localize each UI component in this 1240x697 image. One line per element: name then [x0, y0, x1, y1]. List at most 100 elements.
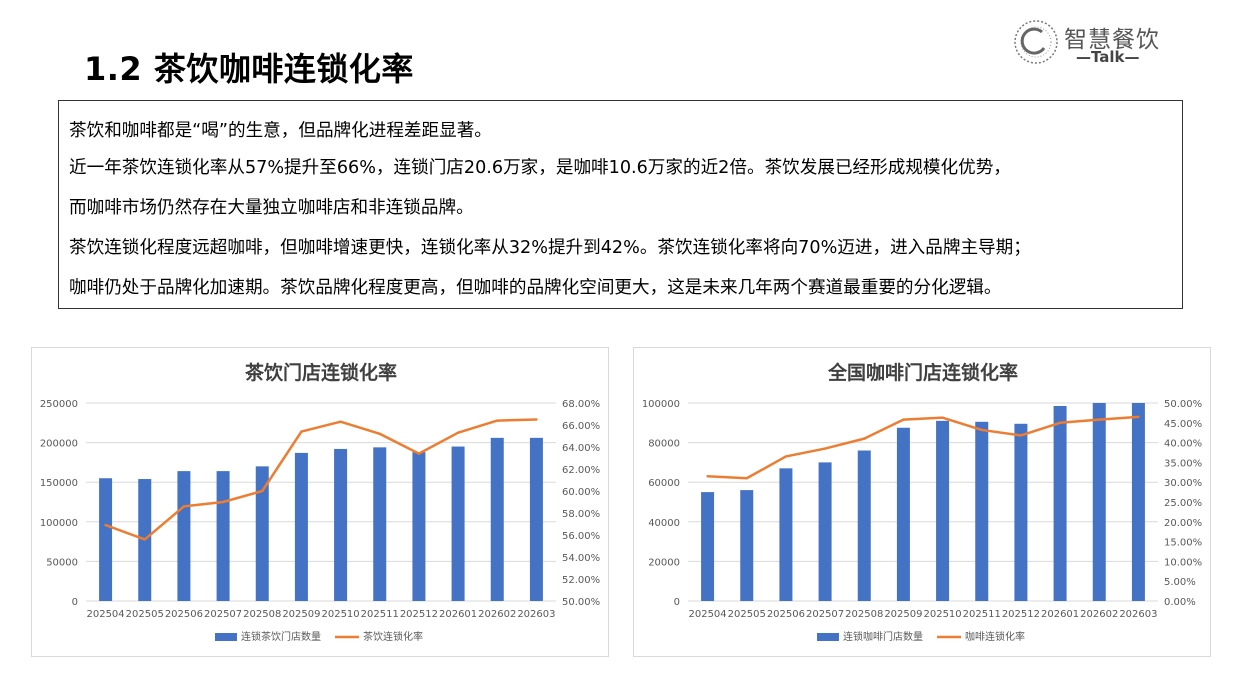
line-point [902, 418, 905, 421]
bar [490, 437, 504, 601]
legend-bar-swatch [817, 633, 839, 641]
bar [1014, 423, 1028, 601]
x-tick-label: 202601 [1041, 609, 1079, 620]
bar [1131, 403, 1145, 601]
line-point [1019, 434, 1023, 437]
y-left-tick-label: 150000 [40, 478, 78, 489]
x-tick-label: 202510 [321, 609, 359, 620]
x-tick-label: 202602 [1080, 609, 1118, 620]
bar [216, 471, 230, 601]
chart-svg: 茶饮门店连锁化率 0 50000 100000 150000 200000 250000 50… [40, 361, 600, 643]
summary-line: 近一年茶饮连锁化率从57%提升至66%，连锁门店20.6万家，是咖啡10.6万家… [69, 158, 1011, 178]
y-left-tick-label: 0 [72, 597, 78, 608]
y-right-tick-label: 50.00% [1164, 399, 1202, 410]
bar [451, 446, 465, 601]
x-tick-label: 202601 [439, 609, 477, 620]
x-tick-label: 202505 [126, 609, 164, 620]
line-point [496, 419, 499, 422]
y-right-tick-label: 25.00% [1164, 498, 1202, 509]
line-point [1137, 415, 1140, 419]
x-tick-label: 202508 [243, 609, 281, 620]
x-tick-label: 202504 [86, 609, 124, 620]
legend-label: 连锁咖啡门店数量 [843, 630, 923, 643]
y-right-tick-label: 68.00% [562, 399, 600, 410]
logo-name: 智慧餐饮 [1064, 27, 1160, 53]
y-left-tick-label: 100000 [40, 518, 78, 529]
bar [334, 448, 348, 601]
x-tick-label: 202512 [1002, 609, 1040, 620]
chart-title: 茶饮门店连锁化率 [245, 361, 397, 384]
line-point [863, 437, 866, 440]
bar [1092, 403, 1106, 601]
line-point [456, 431, 460, 434]
chart-svg: 全国咖啡门店连锁化率 0 20000 40000 60000 80000 100000 0.0… [642, 361, 1202, 643]
y-right-tick-label: 62.00% [562, 465, 600, 476]
bar [1053, 405, 1067, 601]
bar [529, 437, 543, 601]
y-right-tick-label: 35.00% [1164, 458, 1202, 469]
line-point [143, 538, 146, 541]
line-point [221, 500, 225, 504]
x-tick-label: 202509 [282, 609, 320, 620]
line-point [535, 418, 538, 421]
y-right-tick-label: 15.00% [1164, 538, 1202, 549]
y-left-tick-label: 100000 [642, 399, 680, 410]
legend-bar-swatch [215, 633, 237, 641]
line-point [378, 432, 381, 435]
y-right-tick-label: 5.00% [1164, 577, 1196, 588]
y-right-tick-label: 64.00% [562, 443, 600, 454]
brand-logo: 智慧餐饮 —Talk— [1012, 16, 1182, 70]
y-left-tick-label: 40000 [648, 518, 680, 529]
line-point [823, 447, 827, 450]
summary-line: 咖啡仍处于品牌化加速期。茶饮品牌化程度更高，但咖啡的品牌化空间更大，这是未来几年… [69, 278, 1002, 298]
x-tick-label: 202510 [923, 609, 961, 620]
y-left-tick-label: 200000 [40, 439, 78, 450]
bar [740, 490, 754, 601]
y-right-tick-label: 10.00% [1164, 557, 1202, 568]
line-point [339, 420, 342, 423]
line-point [745, 477, 748, 480]
summary-line: 茶饮和咖啡都是“喝”的生意，但品牌化进程差距显著。 [69, 121, 492, 141]
line-point [417, 452, 421, 455]
y-right-tick-label: 45.00% [1164, 419, 1202, 430]
y-right-tick-label: 40.00% [1164, 439, 1202, 450]
x-tick-label: 202506 [165, 609, 203, 620]
summary-line: 茶饮连锁化程度远超咖啡，但咖啡增速更快，连锁化率从32%提升到42%。茶饮连锁化… [69, 238, 1031, 258]
y-left-tick-label: 50000 [46, 557, 78, 568]
y-left-tick-label: 250000 [40, 399, 78, 410]
y-right-tick-label: 0.00% [1164, 597, 1196, 608]
x-tick-label: 202507 [806, 609, 844, 620]
x-tick-label: 202511 [963, 609, 1001, 620]
y-left-tick-label: 20000 [648, 557, 680, 568]
x-tick-label: 202603 [1119, 609, 1157, 620]
line-point [1058, 421, 1062, 424]
y-right-tick-label: 30.00% [1164, 478, 1202, 489]
line-point [104, 523, 107, 527]
line-point [1098, 418, 1101, 421]
series-line [707, 415, 1139, 480]
tea-chart: 茶饮门店连锁化率 0 50000 100000 150000 200000 250000 50… [31, 347, 609, 657]
y-right-tick-label: 58.00% [562, 509, 600, 520]
y-right-tick-label: 52.00% [562, 575, 600, 586]
bar [975, 421, 989, 601]
legend-label: 茶饮连锁化率 [363, 630, 423, 643]
legend-label: 咖啡连锁化率 [965, 630, 1025, 643]
bar [412, 452, 426, 601]
bar [99, 478, 113, 601]
x-tick-label: 202506 [767, 609, 805, 620]
x-tick-label: 202511 [361, 609, 399, 620]
bar [936, 420, 950, 601]
bar [373, 447, 387, 601]
line-point [980, 428, 983, 432]
line-point [941, 416, 944, 419]
chart-title: 全国咖啡门店连锁化率 [827, 361, 1018, 384]
logo-ring-icon [1014, 20, 1058, 64]
logo-sub: —Talk— [1076, 48, 1140, 66]
x-tick-label: 202505 [728, 609, 766, 620]
bar [177, 471, 191, 601]
bar [779, 468, 793, 601]
line-point [706, 475, 709, 478]
coffee-chart: 全国咖啡门店连锁化率 0 20000 40000 60000 80000 100000 0.0… [633, 347, 1211, 657]
y-left-tick-label: 60000 [648, 478, 680, 489]
line-point [784, 455, 788, 458]
